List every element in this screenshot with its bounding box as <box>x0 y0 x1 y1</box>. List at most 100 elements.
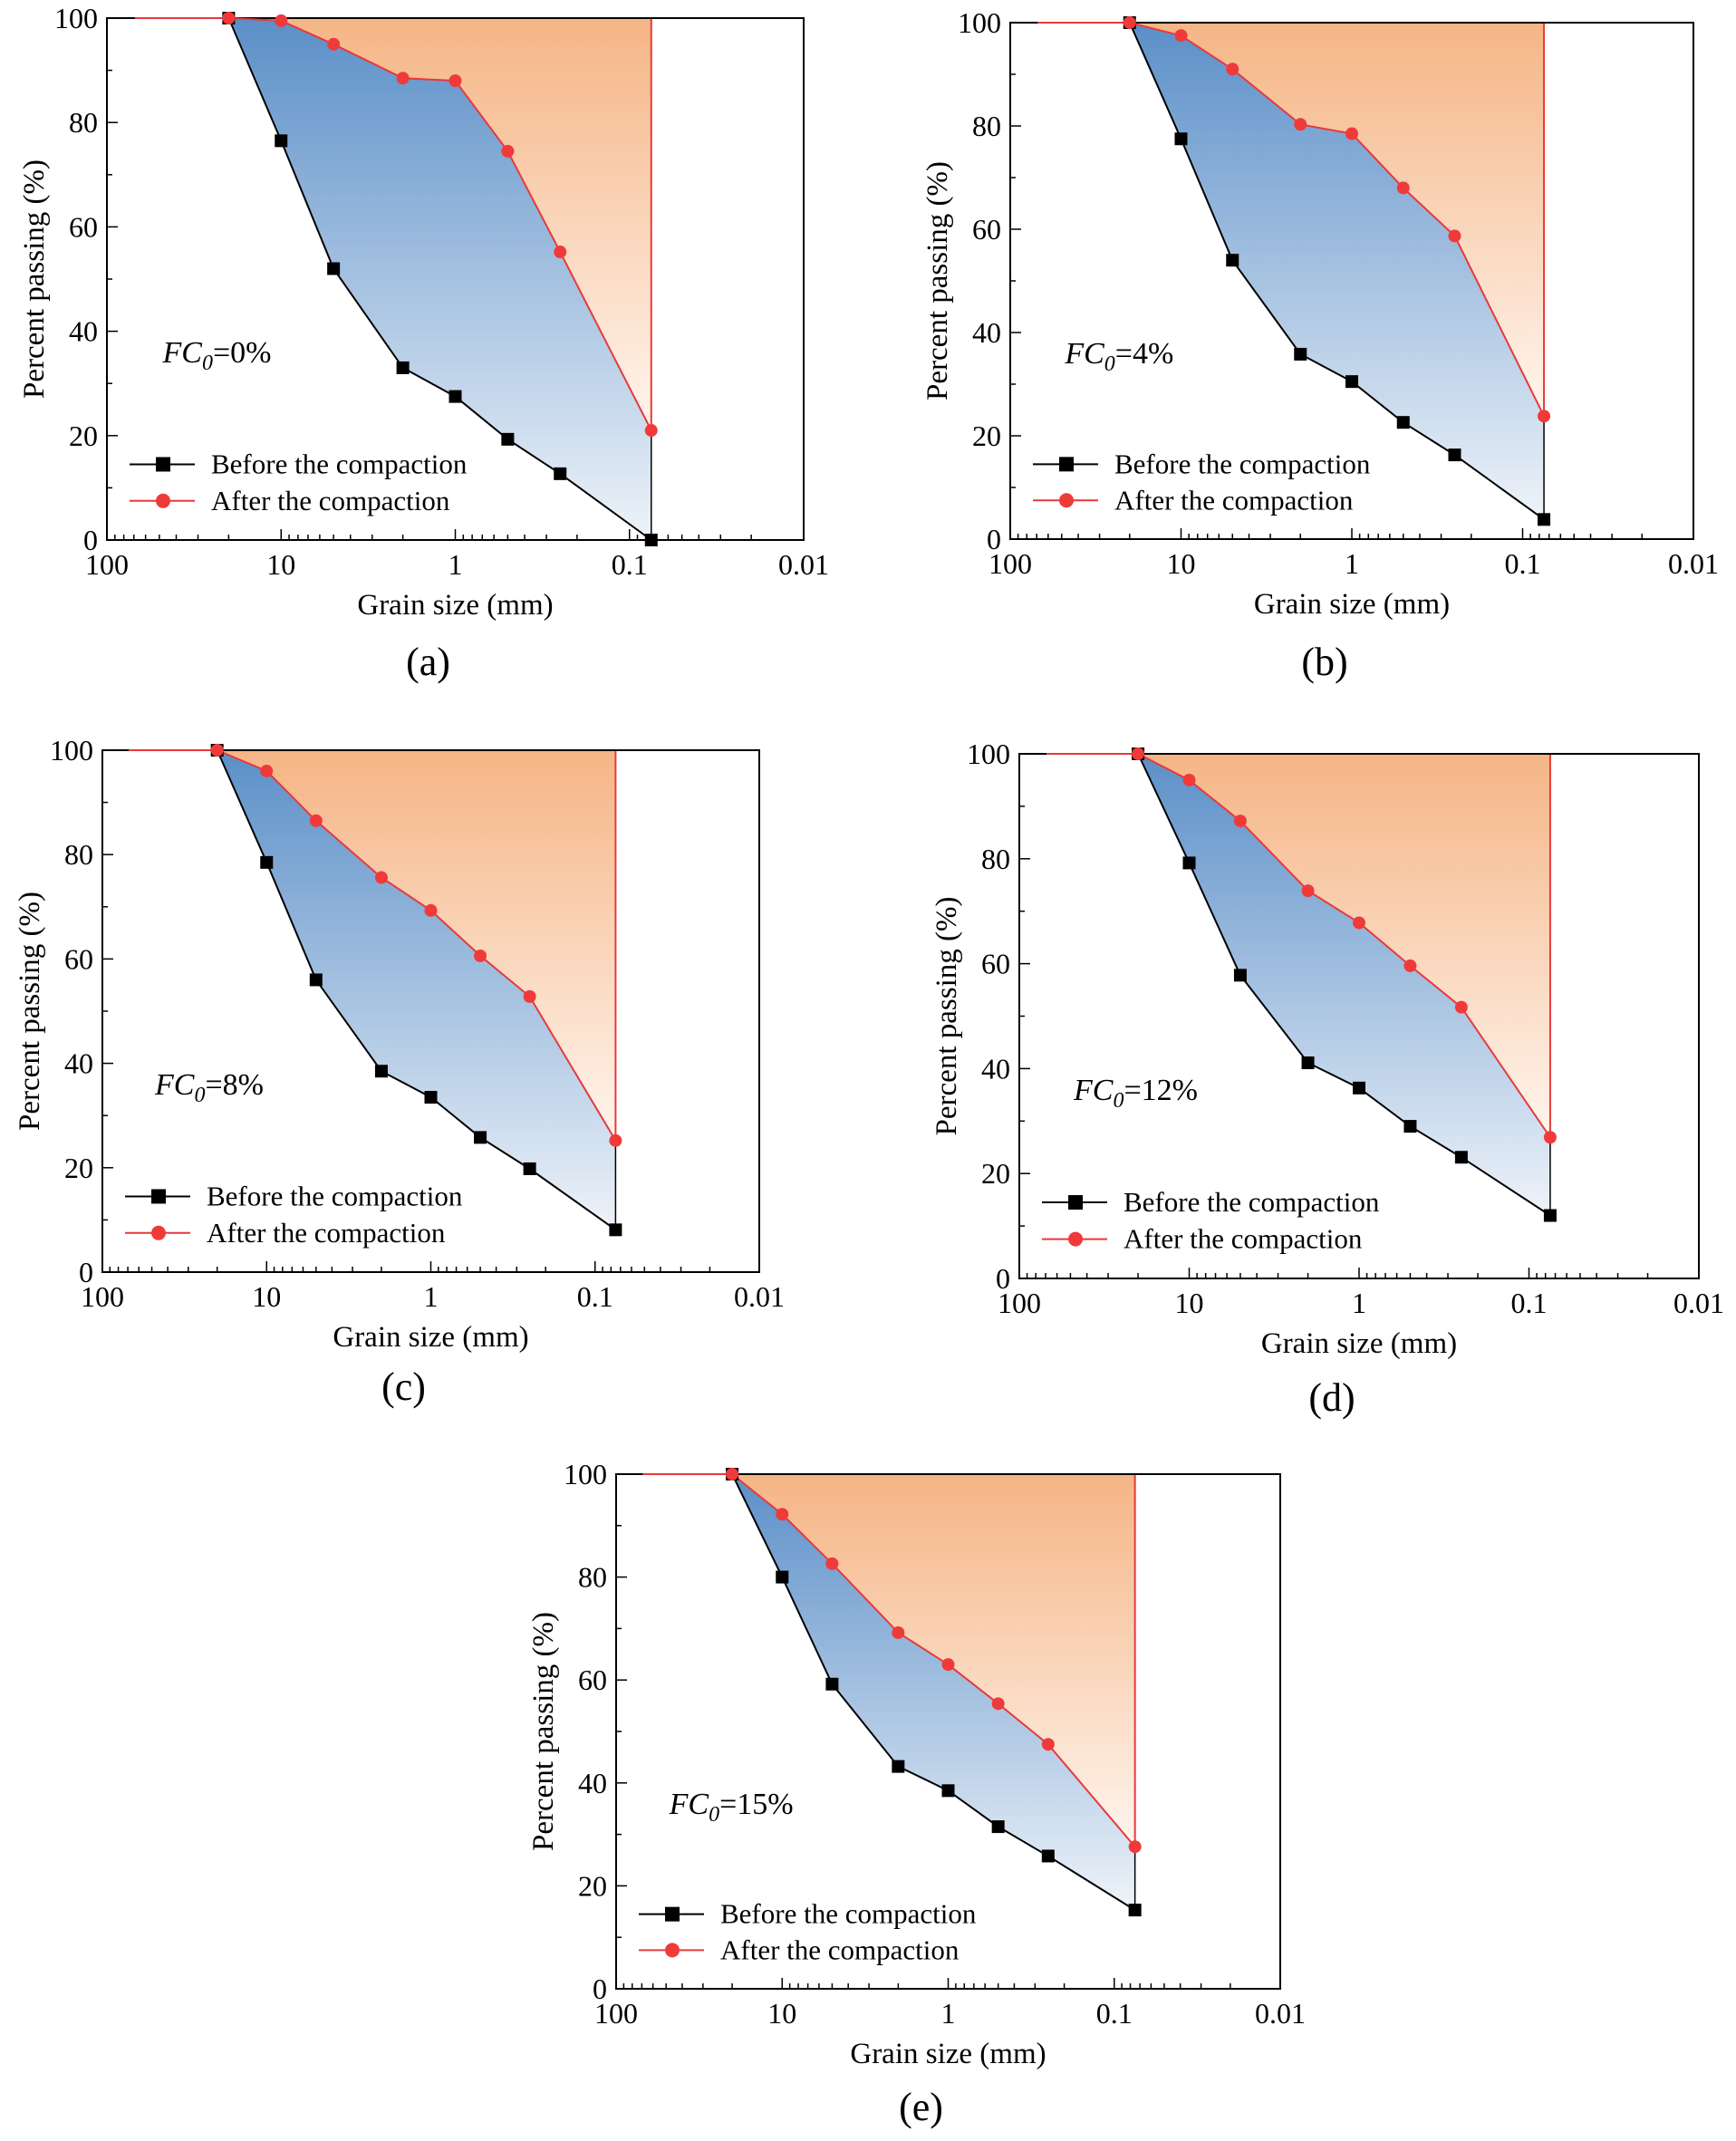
data-point-before <box>1448 448 1461 462</box>
fill-region-above-after <box>228 18 651 430</box>
data-point-before <box>554 467 567 480</box>
y-tick-label: 20 <box>981 1157 1010 1190</box>
y-tick-label: 100 <box>564 1458 607 1490</box>
legend-label-after: After the compaction <box>1124 1223 1363 1255</box>
y-tick-label: 60 <box>64 942 93 975</box>
legend-label-before: Before the compaction <box>211 448 468 479</box>
data-point-before <box>1128 1904 1142 1917</box>
fill-region-between-curves <box>217 750 616 1230</box>
data-point-after <box>309 814 323 827</box>
x-tick-label: 10 <box>1167 547 1196 580</box>
y-tick-label: 100 <box>967 738 1010 770</box>
data-point-before <box>448 390 462 403</box>
fc-annotation: FC0=15% <box>669 1788 794 1827</box>
legend-label-after: After the compaction <box>207 1217 446 1249</box>
y-tick-label: 40 <box>578 1767 607 1799</box>
x-tick-label: 100 <box>998 1287 1041 1319</box>
data-point-before <box>776 1570 789 1584</box>
legend-marker-before <box>156 457 170 472</box>
y-axis-title: Percent passing (%) <box>14 892 46 1131</box>
data-point-after <box>1233 815 1247 828</box>
data-point-before <box>1301 1056 1315 1070</box>
legend-marker-after <box>1068 1231 1083 1247</box>
x-tick-label: 0.01 <box>1673 1287 1724 1319</box>
legend-label-before: Before the compaction <box>1114 448 1371 479</box>
x-axis-ticks <box>106 529 805 540</box>
y-tick-label: 20 <box>972 420 1001 452</box>
fc-annotation-var: FC <box>1064 337 1104 371</box>
y-tick-label: 60 <box>578 1664 607 1696</box>
data-point-after <box>474 949 487 962</box>
y-axis-title: Percent passing (%) <box>527 1612 560 1851</box>
fc-annotation-sub: 0 <box>1113 1089 1124 1113</box>
x-tick-label: 100 <box>989 547 1032 580</box>
y-tick-label: 0 <box>987 523 1001 555</box>
fill-region-above-after <box>732 1474 1135 1847</box>
legend-label-after: After the compaction <box>211 485 450 516</box>
y-tick-label: 60 <box>972 213 1001 246</box>
y-tick-label: 80 <box>578 1561 607 1594</box>
chart-panel-b: 0 20 40 60 80 100 100 10 1 0.1 0.01 Grain size (mm)… <box>921 6 1719 684</box>
data-point-before <box>275 134 288 148</box>
y-tick-label: 100 <box>50 734 93 767</box>
fc-annotation-var: FC <box>154 1068 195 1102</box>
fc-annotation: FC0=4% <box>1064 337 1173 376</box>
data-point-after <box>374 871 388 884</box>
fc-annotation-var: FC <box>1073 1074 1114 1107</box>
data-point-after <box>644 424 658 438</box>
y-tick-label: 20 <box>69 420 98 452</box>
y-tick-label: 0 <box>593 1972 607 2005</box>
y-tick-label: 20 <box>64 1152 93 1184</box>
legend-marker-before <box>1068 1195 1083 1210</box>
data-point-after <box>396 72 410 85</box>
legend: Before the compaction After the compactio… <box>1033 448 1371 516</box>
y-tick-label: 40 <box>981 1052 1010 1085</box>
y-tick-label: 0 <box>996 1262 1010 1295</box>
x-tick-label: 10 <box>266 548 295 581</box>
y-tick-label: 60 <box>981 948 1010 980</box>
data-point-before <box>260 855 274 869</box>
data-point-before <box>374 1065 388 1078</box>
data-point-before <box>892 1760 905 1773</box>
legend-label-after: After the compaction <box>1114 484 1354 516</box>
x-axis-ticks <box>615 1978 1281 1989</box>
data-point-before <box>424 1091 438 1104</box>
fill-region-between-curves <box>228 18 651 540</box>
x-tick-label: 10 <box>252 1280 281 1313</box>
data-point-before <box>1538 513 1551 526</box>
fill-region-between-curves <box>1129 23 1545 520</box>
y-axis-title: Percent passing (%) <box>931 897 963 1136</box>
x-axis-title: Grain size (mm) <box>1254 588 1450 621</box>
panel-caption: (a) <box>406 640 450 684</box>
legend: Before the compaction After the compactio… <box>130 448 468 516</box>
data-point-after <box>1132 747 1145 760</box>
fill-region-above-after <box>1138 754 1550 1138</box>
fc-annotation-var: FC <box>162 336 203 370</box>
chart-panel-a: 0 20 40 60 80 100 100 10 1 0.1 0.01 Grain size (mm)… <box>18 2 829 684</box>
fc-annotation-sub: 0 <box>1104 352 1115 376</box>
x-axis-ticks <box>1009 528 1694 539</box>
fc-annotation: FC0=12% <box>1073 1074 1198 1113</box>
data-point-before <box>327 262 341 275</box>
x-axis-title: Grain size (mm) <box>850 2038 1046 2070</box>
data-point-before <box>825 1677 839 1691</box>
y-axis-title: Percent passing (%) <box>18 159 51 399</box>
data-point-after <box>501 144 515 158</box>
fill-region-above-after <box>217 750 616 1141</box>
x-tick-label: 0.01 <box>1255 1997 1306 2030</box>
y-tick-label: 0 <box>83 524 98 556</box>
x-axis-title: Grain size (mm) <box>357 589 553 622</box>
data-point-after <box>1403 959 1417 972</box>
x-tick-label: 0.1 <box>577 1280 613 1313</box>
data-point-after <box>1353 916 1365 930</box>
y-tick-label: 40 <box>64 1047 93 1080</box>
data-point-before <box>1226 254 1239 267</box>
fc-annotation-value: =15% <box>719 1788 794 1821</box>
y-axis-ticks: 0 20 40 60 80 100 <box>564 1458 627 2005</box>
data-point-after <box>1454 1000 1468 1014</box>
data-point-before <box>609 1223 622 1237</box>
x-tick-label: 10 <box>1175 1287 1204 1319</box>
fc-annotation-value: =8% <box>205 1068 264 1102</box>
data-point-after <box>892 1625 905 1639</box>
data-point-before <box>1543 1209 1557 1222</box>
